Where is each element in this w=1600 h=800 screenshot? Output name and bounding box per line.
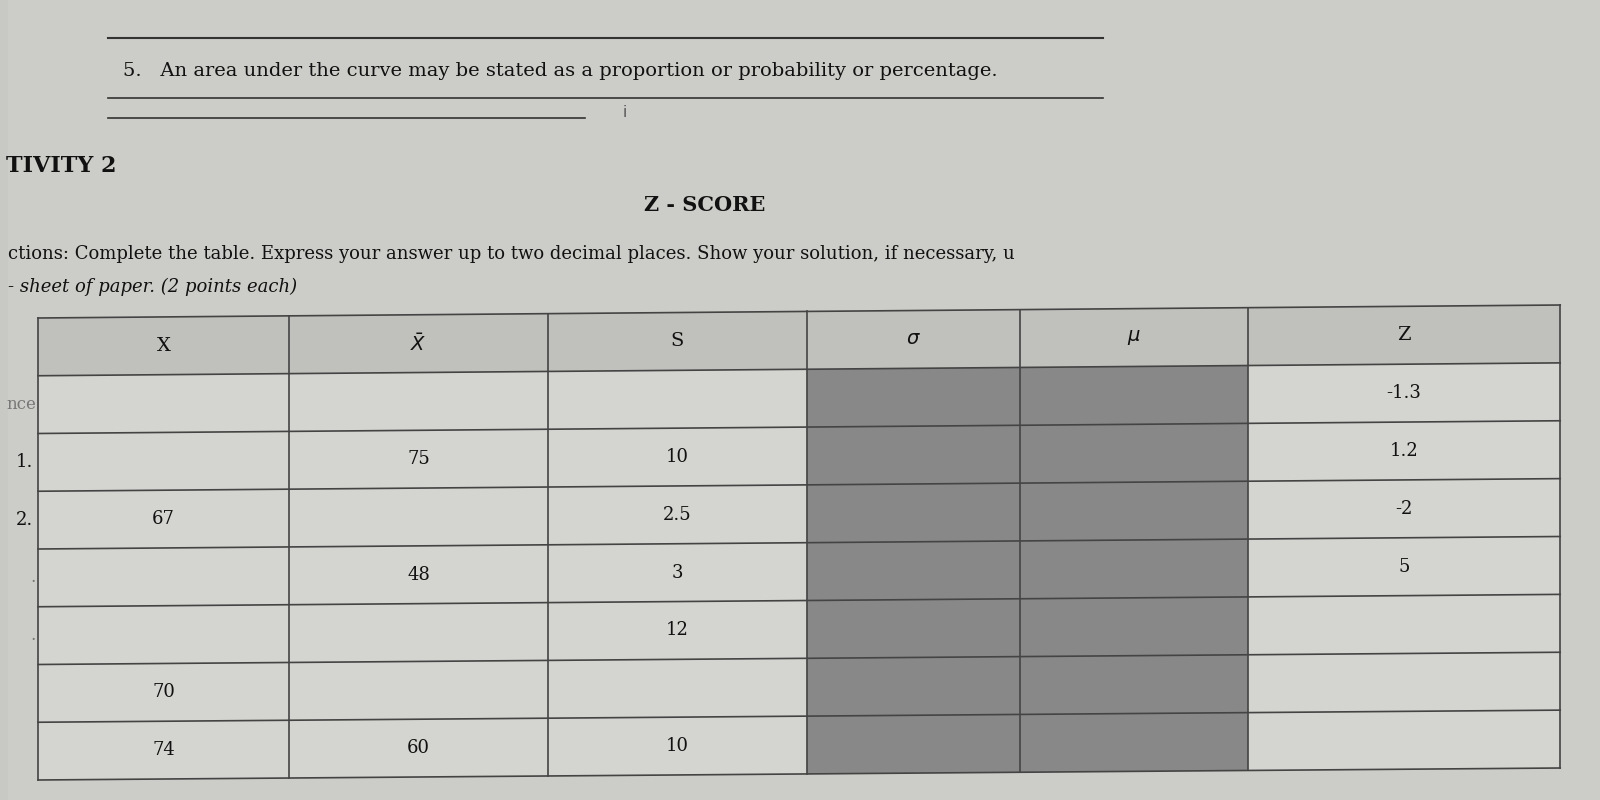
Text: -2: -2 [1395,500,1413,518]
Polygon shape [1248,710,1560,770]
Polygon shape [547,311,806,371]
Polygon shape [290,430,547,489]
Polygon shape [290,545,547,605]
Polygon shape [1248,363,1560,423]
Text: Z: Z [1397,326,1411,344]
Polygon shape [38,547,290,606]
Polygon shape [38,605,290,665]
Text: 1.: 1. [16,454,34,471]
Text: 2.: 2. [16,511,34,529]
Polygon shape [38,374,290,434]
Text: 10: 10 [666,737,690,755]
Polygon shape [1248,305,1560,366]
Polygon shape [1019,713,1248,772]
Polygon shape [806,310,1019,370]
Text: .: . [30,570,37,586]
Polygon shape [1248,421,1560,482]
Polygon shape [38,316,290,376]
Text: 5: 5 [1398,558,1410,576]
Text: -1.3: -1.3 [1387,384,1422,402]
Text: $\mu$: $\mu$ [1126,328,1141,347]
Polygon shape [806,483,1019,542]
Polygon shape [547,716,806,776]
Polygon shape [38,720,290,780]
Text: nce: nce [6,396,37,413]
Polygon shape [1248,652,1560,713]
Polygon shape [1019,366,1248,426]
Polygon shape [290,602,547,662]
Polygon shape [547,427,806,487]
Polygon shape [806,657,1019,716]
Polygon shape [547,542,806,602]
Polygon shape [290,371,547,431]
Polygon shape [1248,478,1560,539]
Polygon shape [290,660,547,720]
Polygon shape [1248,594,1560,654]
Text: 5.   An area under the curve may be stated as a proportion or probability or per: 5. An area under the curve may be stated… [123,62,997,80]
Text: Z - SCORE: Z - SCORE [643,195,765,215]
Text: i: i [622,105,627,120]
Text: - sheet of paper. (2 points each): - sheet of paper. (2 points each) [8,278,298,296]
Polygon shape [1019,597,1248,657]
Polygon shape [38,662,290,722]
Polygon shape [38,489,290,549]
Polygon shape [290,487,547,547]
Polygon shape [1019,654,1248,714]
Text: 48: 48 [406,566,430,584]
Text: $\sigma$: $\sigma$ [906,330,920,349]
Polygon shape [806,714,1019,774]
Polygon shape [1019,539,1248,598]
Polygon shape [38,431,290,491]
Polygon shape [547,485,806,545]
Text: S: S [670,333,683,350]
Text: 10: 10 [666,448,690,466]
Polygon shape [806,426,1019,485]
Text: 60: 60 [406,739,430,757]
Polygon shape [1019,423,1248,483]
Text: 67: 67 [152,510,174,528]
Text: 12: 12 [666,622,688,639]
Text: 2.5: 2.5 [662,506,691,524]
Text: TIVITY 2: TIVITY 2 [6,155,117,177]
Polygon shape [806,598,1019,658]
Polygon shape [547,658,806,718]
Polygon shape [1248,537,1560,597]
Text: .: . [30,627,37,644]
Text: 75: 75 [406,450,430,468]
Text: 74: 74 [152,741,174,759]
Polygon shape [290,718,547,778]
Text: ctions: Complete the table. Express your answer up to two decimal places. Show y: ctions: Complete the table. Express your… [8,245,1014,263]
Polygon shape [290,314,547,374]
Text: 1.2: 1.2 [1390,442,1419,460]
Polygon shape [547,601,806,660]
Text: 3: 3 [672,564,683,582]
Text: $\bar{X}$: $\bar{X}$ [410,333,427,354]
Polygon shape [1019,482,1248,541]
Text: 70: 70 [152,683,174,702]
Polygon shape [806,541,1019,601]
Polygon shape [1019,308,1248,367]
Polygon shape [806,367,1019,427]
Text: X: X [157,337,171,355]
Polygon shape [547,370,806,430]
